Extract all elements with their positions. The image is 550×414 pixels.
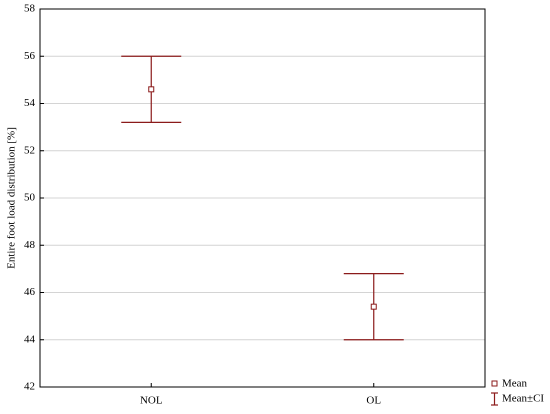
y-tick-label: 58 xyxy=(24,3,36,15)
y-tick-label: 50 xyxy=(24,192,36,204)
legend-marker xyxy=(491,380,498,387)
plot-frame xyxy=(39,8,486,388)
y-tick-label: 42 xyxy=(24,381,35,393)
x-tick-label: NOL xyxy=(140,395,163,407)
x-tick-label: OL xyxy=(366,395,381,407)
y-tick-label: 52 xyxy=(24,144,35,156)
legend-errorbar xyxy=(491,392,498,406)
y-tick-label: 54 xyxy=(24,97,36,109)
mean-marker xyxy=(370,303,377,310)
y-tick-label: 44 xyxy=(24,333,36,345)
y-axis-label: Entire foot load distribution [%] xyxy=(6,127,18,269)
legend-label: Mean±CI xyxy=(502,393,544,405)
y-tick-label: 48 xyxy=(24,239,36,251)
y-tick-label: 56 xyxy=(24,50,36,62)
legend-label: Mean xyxy=(502,378,528,390)
mean-marker xyxy=(148,86,155,93)
y-tick-label: 46 xyxy=(24,286,36,298)
